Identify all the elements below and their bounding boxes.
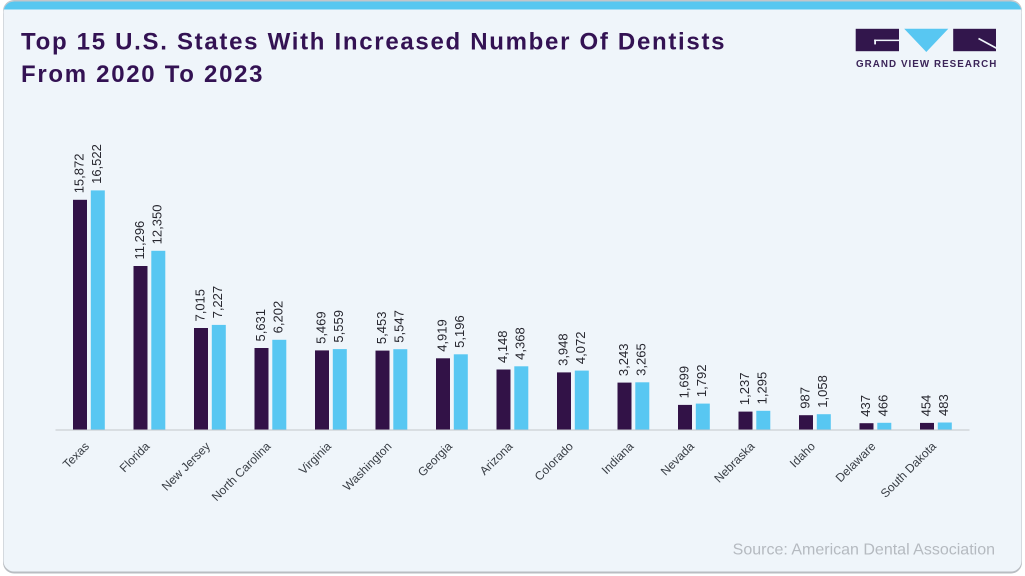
svg-text:5,469: 5,469 [313, 311, 328, 344]
svg-text:16,522: 16,522 [89, 144, 104, 184]
svg-text:483: 483 [936, 394, 951, 416]
svg-text:3,948: 3,948 [555, 333, 570, 366]
svg-text:15,872: 15,872 [71, 154, 86, 194]
svg-text:4,072: 4,072 [573, 332, 588, 365]
svg-text:7,015: 7,015 [192, 289, 207, 322]
svg-text:11,296: 11,296 [132, 221, 147, 260]
svg-text:1,792: 1,792 [694, 365, 709, 398]
svg-text:5,196: 5,196 [452, 315, 467, 348]
svg-text:466: 466 [876, 395, 891, 417]
svg-text:437: 437 [858, 395, 873, 417]
svg-text:454: 454 [918, 395, 933, 417]
svg-text:987: 987 [797, 387, 812, 409]
svg-text:5,547: 5,547 [392, 310, 407, 343]
svg-text:4,148: 4,148 [495, 330, 510, 363]
svg-text:1,058: 1,058 [815, 375, 830, 408]
svg-text:5,453: 5,453 [374, 312, 389, 345]
svg-text:1,295: 1,295 [755, 372, 770, 405]
svg-text:Source: American Dental Associ: Source: American Dental Association [733, 542, 995, 559]
svg-text:1,237: 1,237 [737, 373, 752, 406]
svg-text:7,227: 7,227 [210, 286, 225, 319]
svg-text:4,919: 4,919 [434, 319, 449, 352]
svg-text:5,631: 5,631 [253, 309, 268, 342]
svg-text:4,368: 4,368 [513, 327, 528, 360]
svg-text:3,243: 3,243 [616, 344, 631, 377]
svg-text:1,699: 1,699 [676, 366, 691, 399]
svg-text:From 2020 To 2023: From 2020 To 2023 [21, 61, 264, 88]
svg-text:3,265: 3,265 [634, 343, 649, 376]
svg-text:12,350: 12,350 [150, 205, 165, 245]
svg-text:6,202: 6,202 [271, 301, 286, 334]
svg-text:GRAND VIEW RESEARCH: GRAND VIEW RESEARCH [856, 59, 997, 70]
svg-text:5,559: 5,559 [331, 310, 346, 343]
svg-text:Top 15 U.S. States With Increa: Top 15 U.S. States With Increased Number… [21, 29, 726, 56]
